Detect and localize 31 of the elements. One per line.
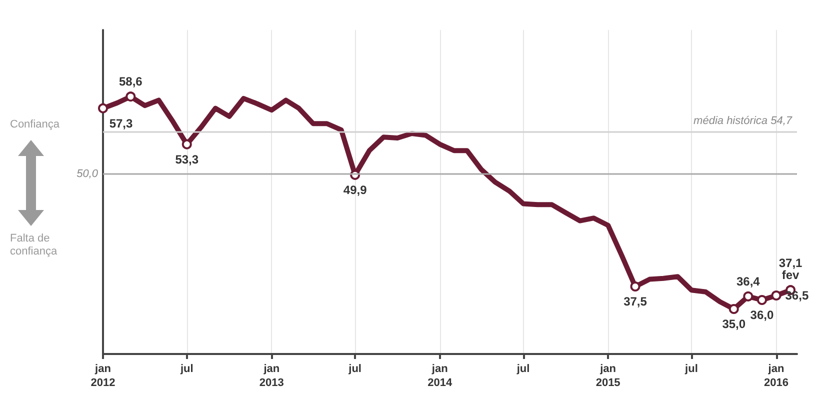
x-tick-label: jan 2015: [596, 363, 620, 389]
data-label: 49,9: [343, 182, 368, 197]
x-tick-label: jan 2014: [428, 363, 453, 389]
point: [743, 291, 754, 302]
data-label: 36,4: [736, 274, 760, 288]
x-tick-label: jul: [348, 363, 362, 375]
x-tick-label: jul: [516, 363, 530, 375]
x-tick-label: jan 2016: [764, 363, 789, 389]
point: [728, 304, 739, 314]
data-label: 53,3: [175, 152, 199, 166]
x-tick-label: jul: [179, 363, 194, 375]
point: [771, 290, 782, 300]
point: [182, 139, 192, 150]
data-label: 35,0: [722, 317, 746, 331]
point: [756, 295, 767, 305]
data-label: 37,1 fev: [778, 256, 803, 282]
data-label: 37,5: [624, 294, 648, 308]
x-tick-label: jan 2013: [259, 363, 284, 389]
data-label: 57,3: [109, 116, 133, 130]
data-label: 36,0: [750, 308, 774, 322]
data-label: 58,6: [118, 74, 143, 89]
point: [630, 282, 640, 292]
data-label: 36,5: [785, 288, 809, 302]
point: [126, 92, 136, 102]
ref-line-label: 50,0: [76, 168, 99, 180]
text: Falta de confiança: [10, 232, 58, 258]
text: Confiança: [10, 118, 60, 130]
point: [98, 103, 108, 114]
x-tick-label: jan 2012: [90, 363, 116, 389]
ref-line-label: média histórica 54,7: [694, 115, 793, 128]
x-tick-label: jul: [684, 363, 698, 375]
